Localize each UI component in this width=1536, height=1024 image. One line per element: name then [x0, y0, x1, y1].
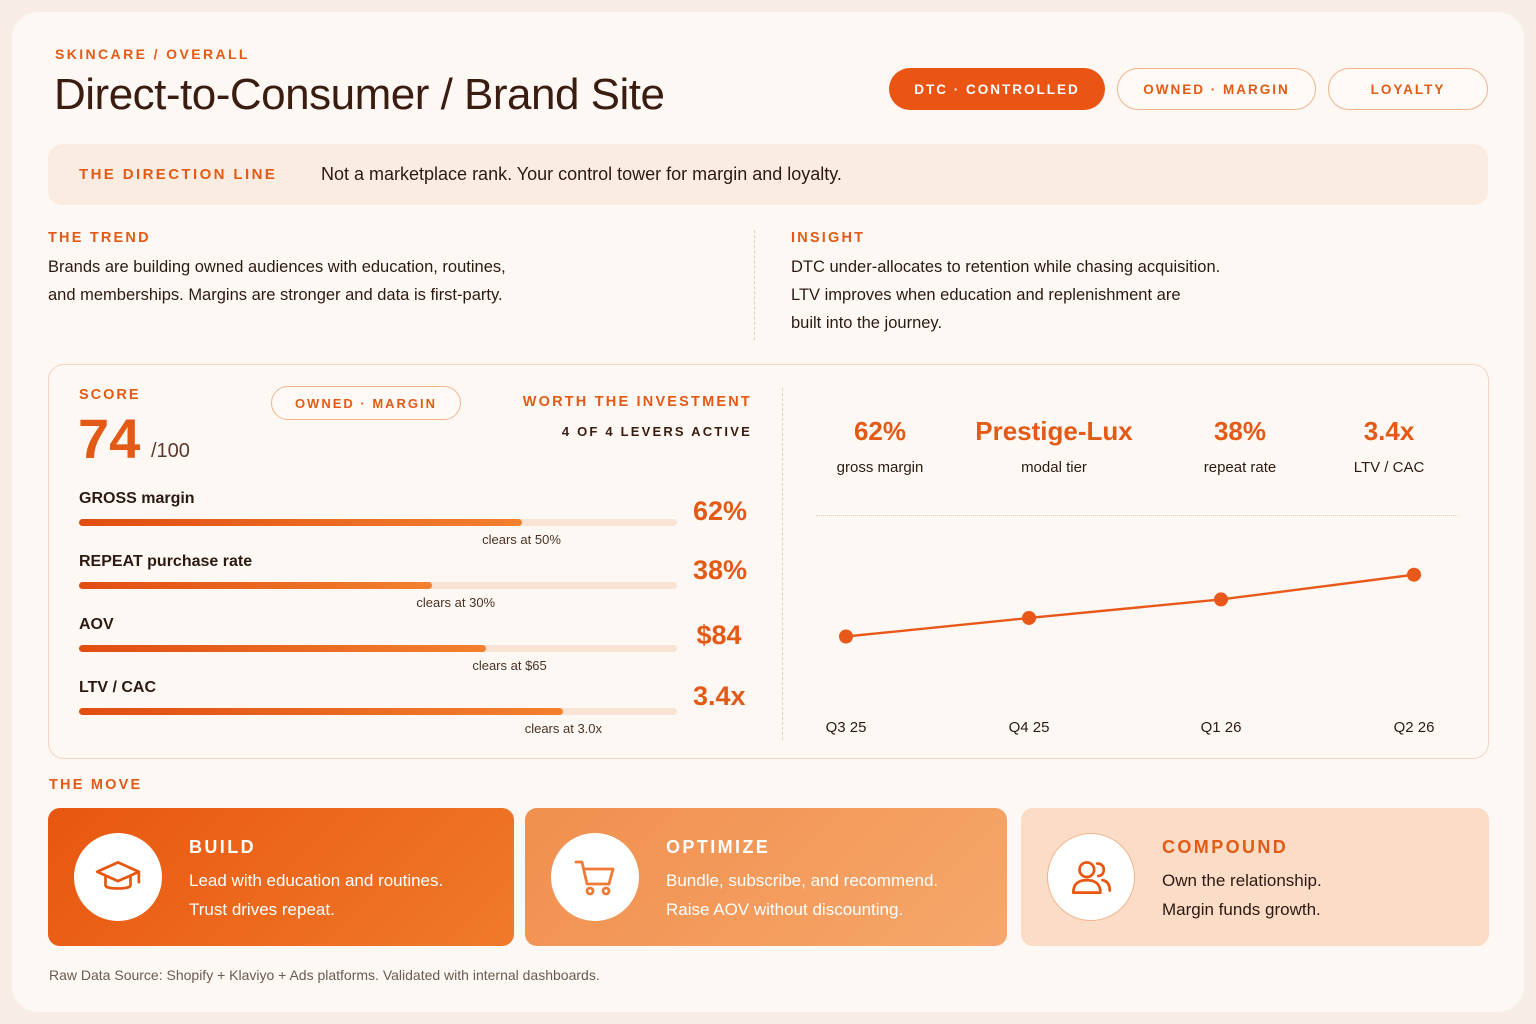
pill-loyalty[interactable]: LOYALTY	[1328, 68, 1488, 110]
move-card-title: OPTIMIZE	[666, 837, 771, 857]
stat-value: 38%	[1213, 416, 1267, 446]
trend-line: Brands are building owned audiences with…	[48, 258, 506, 276]
metric-threshold: clears at $65	[472, 658, 547, 673]
icon-circle	[74, 833, 162, 921]
score-label: SCORE	[79, 387, 141, 403]
stat-label: LTV / CAC	[1353, 459, 1425, 476]
insight-line: built into the journey.	[791, 314, 943, 332]
metric-name: LTV / CAC	[79, 679, 157, 696]
column-divider	[754, 230, 755, 340]
data-source-footnote: Raw Data Source: Shopify + Klaviyo + Ads…	[49, 967, 600, 983]
stat-label: repeat rate	[1203, 459, 1277, 476]
metric-fill	[79, 582, 432, 589]
metric-threshold: clears at 3.0x	[524, 721, 603, 736]
data-point	[839, 629, 853, 644]
stat-repeat-rate: 38% repeat rate	[1204, 416, 1277, 476]
move-card-line: Margin funds growth.	[1162, 900, 1321, 919]
metric-row: GROSS margin clears at 50% 62%	[79, 490, 779, 547]
ltv-cac-trend-chart: Q3 25 Q4 25 Q1 26 Q2 26	[826, 567, 1435, 736]
panel-divider	[782, 388, 783, 740]
metric-value: 38%	[693, 555, 748, 585]
levers-active: 4 OF 4 LEVERS ACTIVE	[561, 424, 752, 439]
insight-line: DTC under-allocates to retention while c…	[791, 258, 1221, 276]
move-card-compound[interactable]: COMPOUND Own the relationship. Margin fu…	[1021, 808, 1489, 946]
trend-text: Brands are building owned audiences with…	[48, 253, 506, 309]
direction-line-banner: THE DIRECTION LINE Not a marketplace ran…	[48, 144, 1488, 205]
move-card-build[interactable]: BUILD Lead with education and routines. …	[48, 808, 514, 946]
metric-row: AOV clears at $65 $84	[79, 616, 779, 673]
shopping-cart-icon	[574, 860, 615, 896]
x-tick-label: Q4 25	[1009, 719, 1050, 736]
metric-name: GROSS margin	[79, 490, 195, 507]
stat-ltv-cac: 3.4x LTV / CAC	[1354, 416, 1425, 476]
score-verdict: WORTH THE INVESTMENT	[522, 394, 752, 410]
move-card-line: Own the relationship.	[1162, 871, 1322, 890]
page-title: Direct-to-Consumer / Brand Site	[54, 70, 665, 119]
stat-gross-margin: 62% gross margin	[837, 416, 924, 476]
move-card-body: Bundle, subscribe, and recommend. Raise …	[666, 866, 938, 924]
move-heading: THE MOVE	[49, 777, 143, 793]
series-line	[845, 573, 1415, 638]
score-badge: OWNED · MARGIN	[271, 386, 461, 420]
icon-circle	[551, 833, 639, 921]
direction-line-label: THE DIRECTION LINE	[79, 166, 278, 183]
stats-divider	[816, 515, 1458, 516]
metric-fill	[79, 519, 522, 526]
insight-line: LTV improves when education and replenis…	[791, 286, 1181, 304]
score-value: 74	[78, 407, 141, 470]
breadcrumb: SKINCARE / OVERALL	[55, 46, 250, 62]
users-icon	[1071, 861, 1112, 894]
metric-value: 3.4x	[693, 681, 746, 711]
trend-heading: THE TREND	[48, 230, 151, 246]
stat-modal-tier: Prestige-Lux modal tier	[975, 416, 1133, 476]
metric-name: AOV	[79, 616, 114, 633]
metric-row: REPEAT purchase rate clears at 30% 38%	[79, 553, 779, 610]
metric-track	[79, 519, 677, 526]
move-card-title: BUILD	[189, 837, 256, 857]
move-card-line: Lead with education and routines.	[189, 871, 444, 890]
stat-label: gross margin	[836, 459, 924, 476]
metric-fill	[79, 645, 486, 652]
insight-heading: INSIGHT	[791, 230, 866, 246]
metric-fill	[79, 708, 564, 715]
x-tick-label: Q1 26	[1201, 719, 1242, 736]
metric-value: 62%	[693, 496, 748, 526]
metric-track	[79, 645, 677, 652]
data-point	[1214, 592, 1228, 607]
metric-threshold: clears at 30%	[416, 595, 496, 610]
x-tick-label: Q2 26	[1394, 719, 1435, 736]
metric-row: LTV / CAC clears at 3.0x 3.4x	[79, 679, 779, 736]
x-tick-label: Q3 25	[826, 719, 867, 736]
metric-track	[79, 582, 677, 589]
move-card-line: Bundle, subscribe, and recommend.	[666, 871, 939, 890]
stat-value: 3.4x	[1363, 416, 1415, 446]
graduation-cap-icon	[95, 861, 141, 890]
pill-dtc-controlled[interactable]: DTC · CONTROLLED	[889, 68, 1105, 110]
move-card-body: Own the relationship. Margin funds growt…	[1162, 866, 1322, 924]
score-denominator: /100	[151, 440, 190, 462]
move-card-line: Trust drives repeat.	[189, 900, 335, 919]
stat-value: Prestige-Lux	[975, 416, 1133, 446]
insight-text: DTC under-allocates to retention while c…	[791, 253, 1220, 337]
move-card-optimize[interactable]: OPTIMIZE Bundle, subscribe, and recommen…	[525, 808, 1007, 946]
data-point	[1407, 567, 1421, 582]
score-panel	[48, 364, 1489, 759]
metric-name: REPEAT purchase rate	[79, 553, 253, 570]
move-card-title: COMPOUND	[1162, 837, 1289, 857]
move-card-body: Lead with education and routines. Trust …	[189, 866, 443, 924]
icon-circle	[1047, 833, 1135, 921]
pill-owned-margin[interactable]: OWNED · MARGIN	[1117, 68, 1316, 110]
stat-value: 62%	[853, 416, 907, 446]
move-card-line: Raise AOV without discounting.	[666, 900, 904, 919]
metric-threshold: clears at 50%	[482, 532, 561, 547]
metric-track	[79, 708, 677, 715]
trend-line: and memberships. Margins are stronger an…	[48, 286, 503, 304]
metric-value: $84	[696, 620, 742, 650]
direction-line-text: Not a marketplace rank. Your control tow…	[321, 164, 842, 184]
data-point	[1022, 610, 1036, 625]
stat-label: modal tier	[1021, 459, 1087, 476]
